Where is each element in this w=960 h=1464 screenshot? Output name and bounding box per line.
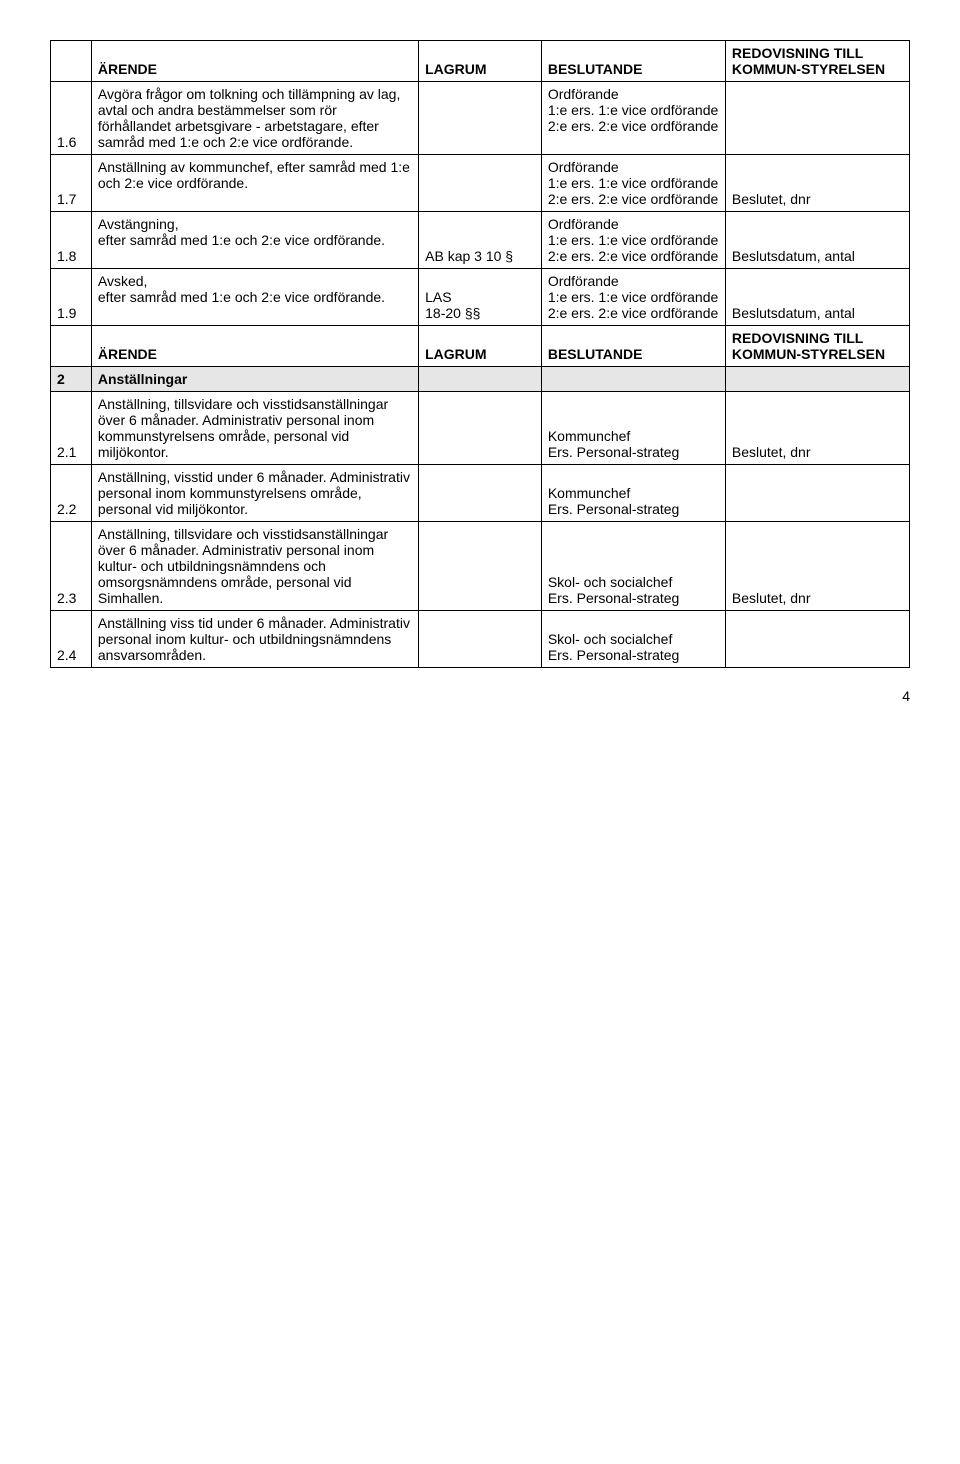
row-lagrum bbox=[419, 155, 542, 212]
row-beslutande: Ordförande1:e ers. 1:e vice ordförande2:… bbox=[541, 155, 725, 212]
row-redovisning: Beslutet, dnr bbox=[725, 522, 909, 611]
row-lagrum bbox=[419, 465, 542, 522]
table-header: ÄRENDE LAGRUM BESLUTANDE REDOVISNING TIL… bbox=[51, 41, 910, 82]
header-arende: ÄRENDE bbox=[91, 41, 418, 82]
header-lagrum: LAGRUM bbox=[419, 41, 542, 82]
table-row: 1.7 Anställning av kommunchef, efter sam… bbox=[51, 155, 910, 212]
row-redovisning: Beslutsdatum, antal bbox=[725, 212, 909, 269]
row-beslutande: Skol- och socialchefErs. Personal-strate… bbox=[541, 522, 725, 611]
table-row: 1.6 Avgöra frågor om tolkning och tilläm… bbox=[51, 82, 910, 155]
row-num: 1.9 bbox=[51, 269, 92, 326]
row-lagrum: AB kap 3 10 § bbox=[419, 212, 542, 269]
row-beslutande: Ordförande1:e ers. 1:e vice ordförande2:… bbox=[541, 269, 725, 326]
row-arende: Anställning av kommunchef, efter samråd … bbox=[91, 155, 418, 212]
section-empty bbox=[541, 367, 725, 392]
row-lagrum bbox=[419, 611, 542, 668]
row-num: 1.6 bbox=[51, 82, 92, 155]
row-beslutande: Ordförande1:e ers. 1:e vice ordförande2:… bbox=[541, 82, 725, 155]
row-arende: Anställning, tillsvidare och visstidsans… bbox=[91, 522, 418, 611]
row-beslutande: Skol- och socialchefErs. Personal-strate… bbox=[541, 611, 725, 668]
row-num: 1.8 bbox=[51, 212, 92, 269]
row-num: 1.7 bbox=[51, 155, 92, 212]
header-redovisning: REDOVISNING TILL KOMMUN-STYRELSEN bbox=[725, 326, 909, 367]
section-row: 2 Anställningar bbox=[51, 367, 910, 392]
row-arende: Avgöra frågor om tolkning och tillämpnin… bbox=[91, 82, 418, 155]
table-row: 2.4 Anställning viss tid under 6 månader… bbox=[51, 611, 910, 668]
row-beslutande: Ordförande1:e ers. 1:e vice ordförande2:… bbox=[541, 212, 725, 269]
row-num: 2.4 bbox=[51, 611, 92, 668]
row-redovisning bbox=[725, 82, 909, 155]
header-redovisning: REDOVISNING TILL KOMMUN-STYRELSEN bbox=[725, 41, 909, 82]
row-num: 2.1 bbox=[51, 392, 92, 465]
row-redovisning bbox=[725, 611, 909, 668]
table-row: 2.1 Anställning, tillsvidare och visstid… bbox=[51, 392, 910, 465]
table-row: 1.8 Avstängning,efter samråd med 1:e och… bbox=[51, 212, 910, 269]
page-number: 4 bbox=[50, 688, 910, 704]
table-row: 2.2 Anställning, visstid under 6 månader… bbox=[51, 465, 910, 522]
table-row: 1.9 Avsked,efter samråd med 1:e och 2:e … bbox=[51, 269, 910, 326]
header-beslutande: BESLUTANDE bbox=[541, 326, 725, 367]
row-beslutande: KommunchefErs. Personal-strateg bbox=[541, 465, 725, 522]
row-arende: Anställning viss tid under 6 månader. Ad… bbox=[91, 611, 418, 668]
section-num: 2 bbox=[51, 367, 92, 392]
row-num: 2.3 bbox=[51, 522, 92, 611]
row-redovisning: Beslutet, dnr bbox=[725, 155, 909, 212]
row-arende: Anställning, visstid under 6 månader. Ad… bbox=[91, 465, 418, 522]
table-header: ÄRENDE LAGRUM BESLUTANDE REDOVISNING TIL… bbox=[51, 326, 910, 367]
row-num: 2.2 bbox=[51, 465, 92, 522]
row-redovisning: Beslutsdatum, antal bbox=[725, 269, 909, 326]
row-redovisning: Beslutet, dnr bbox=[725, 392, 909, 465]
row-arende: Avstängning,efter samråd med 1:e och 2:e… bbox=[91, 212, 418, 269]
table-row: 2.3 Anställning, tillsvidare och visstid… bbox=[51, 522, 910, 611]
section-empty bbox=[419, 367, 542, 392]
row-redovisning bbox=[725, 465, 909, 522]
document-table: ÄRENDE LAGRUM BESLUTANDE REDOVISNING TIL… bbox=[50, 40, 910, 668]
section-empty bbox=[725, 367, 909, 392]
header-arende: ÄRENDE bbox=[91, 326, 418, 367]
row-arende: Avsked,efter samråd med 1:e och 2:e vice… bbox=[91, 269, 418, 326]
row-lagrum bbox=[419, 522, 542, 611]
section-title: Anställningar bbox=[91, 367, 418, 392]
header-num bbox=[51, 326, 92, 367]
row-arende: Anställning, tillsvidare och visstidsans… bbox=[91, 392, 418, 465]
row-lagrum: LAS18-20 §§ bbox=[419, 269, 542, 326]
row-lagrum bbox=[419, 392, 542, 465]
header-lagrum: LAGRUM bbox=[419, 326, 542, 367]
row-lagrum bbox=[419, 82, 542, 155]
row-beslutande: KommunchefErs. Personal-strateg bbox=[541, 392, 725, 465]
header-beslutande: BESLUTANDE bbox=[541, 41, 725, 82]
header-num bbox=[51, 41, 92, 82]
